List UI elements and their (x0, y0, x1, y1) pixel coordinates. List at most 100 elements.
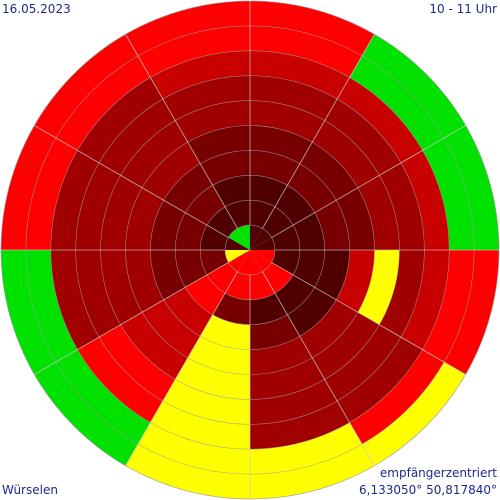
cell-s7-r8 (55, 349, 151, 445)
cell-s11-r2 (212, 175, 250, 207)
cell-s9-r8 (25, 137, 78, 250)
cell-s5-r9 (250, 444, 375, 499)
cell-s6-r2 (212, 293, 250, 325)
cell-s2-r2 (293, 212, 325, 250)
cell-s11-r8 (137, 25, 250, 78)
cell-s1-r7 (337, 77, 423, 163)
date-label: 16.05.2023 (2, 2, 71, 16)
cell-s10-r7 (77, 77, 163, 163)
cell-s3-r9 (444, 250, 499, 375)
mode-label: empfängerzentriert (379, 466, 497, 480)
cell-s3-r3 (314, 250, 350, 300)
cell-s3-r5 (357, 250, 400, 325)
cell-s8-r7 (50, 250, 100, 350)
cell-s1-r4 (299, 142, 358, 201)
spoke-line-5 (262, 271, 375, 466)
cell-s5-r4 (250, 336, 313, 375)
cell-s8-r9 (1, 250, 56, 375)
cell-s9-r0 (225, 237, 250, 250)
cell-s4-r5 (312, 312, 380, 380)
cell-s10-r9 (34, 34, 138, 138)
cell-s8-r4 (125, 250, 164, 313)
cell-s3-r4 (336, 250, 375, 313)
cell-s8-r3 (150, 250, 186, 300)
cell-s8-r1 (200, 250, 229, 275)
cell-s10-r0 (228, 228, 250, 250)
spoke-line-2 (271, 125, 466, 238)
cell-s7-r0 (228, 250, 250, 272)
cell-s8-r0 (225, 250, 250, 263)
cell-s8-r5 (100, 250, 143, 325)
spoke-line-8 (34, 262, 229, 375)
cell-s7-r1 (206, 262, 238, 294)
cell-s3-r7 (400, 250, 450, 350)
cell-s0-r3 (250, 150, 300, 186)
cell-s0-r2 (250, 175, 288, 207)
cell-s9-r9 (1, 125, 56, 250)
cell-s11-r1 (225, 200, 250, 229)
cell-s0-r0 (250, 225, 263, 250)
cell-s6-r5 (175, 357, 250, 400)
cell-s11-r3 (200, 150, 250, 186)
cell-s6-r8 (137, 422, 250, 475)
cell-s11-r6 (162, 75, 250, 121)
cell-s9-r6 (75, 162, 121, 250)
cell-s3-r1 (271, 250, 300, 275)
cell-s4-r4 (299, 299, 358, 358)
cell-s7-r6 (99, 324, 176, 401)
cell-s6-r1 (225, 271, 250, 300)
cell-s7-r5 (120, 312, 188, 380)
cell-s7-r9 (34, 362, 138, 466)
cell-s8-r6 (75, 250, 121, 338)
cell-s4-r1 (262, 262, 294, 294)
cell-s7-r3 (163, 287, 213, 337)
cell-s6-r9 (125, 444, 250, 499)
cell-s5-r7 (250, 400, 350, 450)
cell-s8-r8 (25, 250, 78, 363)
cell-s7-r4 (142, 299, 201, 358)
cell-s10-r5 (120, 120, 188, 188)
spoke-line-1 (262, 34, 375, 229)
spoke-line-7 (125, 271, 238, 466)
spoke-line-11 (125, 34, 238, 229)
coordinates-label: 6,133050° 50,817840° (359, 483, 497, 497)
cell-s9-r4 (125, 187, 164, 250)
cell-s11-r9 (125, 1, 250, 56)
cell-s2-r3 (314, 200, 350, 250)
cell-s2-r7 (400, 150, 450, 250)
cell-s4-r8 (349, 349, 445, 445)
cell-s0-r9 (250, 1, 375, 56)
cell-s11-r0 (237, 225, 250, 250)
cell-s11-r7 (150, 50, 250, 100)
cell-s6-r7 (150, 400, 250, 450)
cell-s7-r2 (185, 274, 226, 315)
cell-s11-r5 (175, 100, 250, 143)
cell-s5-r1 (250, 271, 275, 300)
cell-s9-r1 (200, 225, 229, 250)
cell-s1-r0 (250, 228, 272, 250)
cell-s5-r5 (250, 357, 325, 400)
cell-s4-r3 (287, 287, 337, 337)
cell-s10-r2 (185, 185, 226, 226)
cell-s2-r0 (250, 237, 275, 250)
cell-s2-r6 (379, 162, 425, 250)
cell-s10-r8 (55, 55, 151, 151)
cell-s3-r2 (293, 250, 325, 288)
cell-s1-r5 (312, 120, 380, 188)
time-range-label: 10 - 11 Uhr (429, 2, 497, 16)
spoke-line-4 (271, 262, 466, 375)
cell-s0-r8 (250, 25, 363, 78)
cell-s1-r3 (287, 163, 337, 213)
cell-s0-r4 (250, 125, 313, 164)
cell-s8-r2 (175, 250, 207, 288)
cell-s1-r9 (362, 34, 466, 138)
cell-s1-r1 (262, 206, 294, 238)
cell-s10-r3 (163, 163, 213, 213)
cell-s7-r7 (77, 337, 163, 423)
location-label: Würselen (2, 483, 58, 497)
cell-s6-r4 (187, 336, 250, 375)
cell-s10-r6 (99, 99, 176, 176)
cell-s2-r1 (271, 225, 300, 250)
